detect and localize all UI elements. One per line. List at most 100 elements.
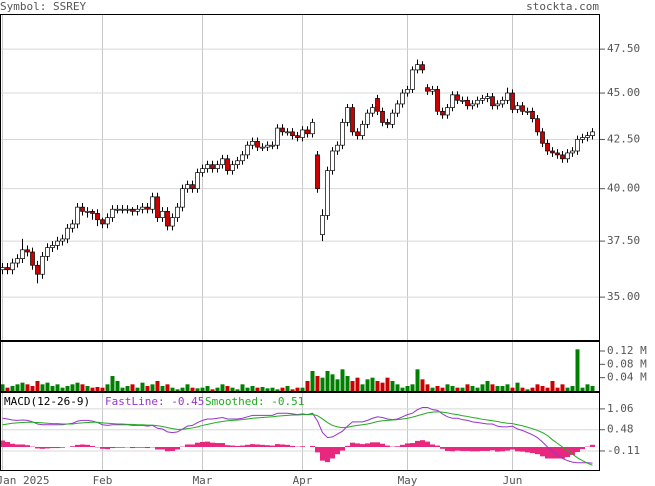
- macd-histogram-bar: [445, 446, 450, 451]
- candle-body: [15, 258, 20, 264]
- macd-histogram-bar: [425, 441, 430, 447]
- volume-bar: [160, 386, 165, 391]
- macd-histogram-bar: [460, 446, 465, 451]
- macd-histogram-bar: [415, 440, 420, 447]
- macd-histogram-bar: [170, 446, 175, 451]
- volume-bar: [115, 381, 120, 391]
- macd-histogram-bar: [365, 443, 370, 447]
- candle-body: [520, 105, 525, 112]
- candle-body: [275, 127, 280, 146]
- volume-bar: [535, 384, 540, 391]
- macd-histogram-bar: [525, 446, 530, 453]
- macd-histogram-bar: [515, 446, 520, 452]
- candle-body: [265, 144, 270, 148]
- candle-body: [225, 158, 230, 171]
- candle-body: [565, 152, 570, 160]
- candle-body: [330, 150, 335, 171]
- candle-body: [210, 164, 215, 169]
- candle-body: [590, 131, 595, 136]
- candle-body: [310, 122, 315, 135]
- y-tick-label: 0.12 M: [607, 344, 647, 357]
- volume-bar: [240, 384, 245, 391]
- site: stockta.com: [526, 0, 599, 13]
- macd-histogram-bar: [565, 446, 570, 458]
- candle-body: [285, 131, 290, 134]
- macd-histogram-bar: [190, 444, 195, 447]
- candle-body: [570, 150, 575, 154]
- volume-bar: [70, 384, 75, 391]
- candle-body: [470, 103, 475, 107]
- volume-bar: [110, 376, 115, 391]
- candle-body: [55, 240, 60, 246]
- candle-body: [365, 112, 370, 125]
- macd-histogram-bar: [345, 445, 350, 447]
- volume-bar: [90, 387, 95, 391]
- macd-histogram-bar: [340, 446, 345, 451]
- volume-bar: [330, 374, 335, 391]
- volume-bar: [105, 384, 110, 391]
- volume-bar: [275, 389, 280, 391]
- volume-bar: [300, 387, 305, 391]
- macd-histogram-bar: [435, 445, 440, 447]
- volume-bar: [75, 382, 80, 391]
- candle-body: [5, 267, 10, 271]
- macd-histogram-bar: [230, 445, 235, 447]
- volume-bar: [380, 382, 385, 391]
- candle-body: [395, 103, 400, 114]
- volume-bar: [180, 387, 185, 391]
- volume-bar: [225, 386, 230, 391]
- volume-bar: [590, 386, 595, 391]
- candle-body: [260, 146, 265, 149]
- macd-histogram-bar: [310, 445, 315, 447]
- volume-bar: [455, 387, 460, 391]
- volume-bar: [555, 387, 560, 391]
- volume-bar: [365, 379, 370, 391]
- volume-bar: [85, 386, 90, 391]
- volume-bar: [95, 387, 100, 391]
- volume-bar: [490, 384, 495, 391]
- macd-histogram-bar: [535, 446, 540, 455]
- candle-body: [205, 164, 210, 169]
- macd-histogram-bar: [350, 442, 355, 447]
- candle-body: [185, 184, 190, 190]
- macd-histogram-bar: [120, 446, 125, 448]
- macd-histogram-bar: [260, 444, 265, 447]
- candle-body: [495, 103, 500, 107]
- macd-histogram-bar: [210, 442, 215, 447]
- macd-histogram-bar: [100, 446, 105, 449]
- candle-body: [435, 89, 440, 112]
- candle-body: [420, 64, 425, 71]
- volume-bar: [245, 387, 250, 391]
- x-tick-label: Mar: [193, 474, 213, 486]
- volume-bar: [215, 387, 220, 391]
- macd-histogram-bar: [25, 445, 30, 447]
- candle-body: [30, 251, 35, 266]
- volume-bar: [130, 384, 135, 391]
- volume-bar: [125, 386, 130, 391]
- y-tick-label: 1.06: [607, 402, 634, 415]
- macd-histogram-bar: [380, 443, 385, 447]
- macd-histogram-bar: [175, 446, 180, 450]
- volume-bar: [410, 384, 415, 391]
- volume-bar: [20, 382, 25, 391]
- candle-body: [50, 245, 55, 248]
- volume-bar: [65, 386, 70, 391]
- candle-body: [120, 208, 125, 211]
- volume-bar: [485, 381, 490, 391]
- candle-body: [175, 206, 180, 218]
- candle-body: [150, 196, 155, 210]
- macd-histogram-bar: [580, 446, 585, 450]
- macd-histogram-bar: [90, 445, 95, 447]
- macd-histogram-bar: [300, 446, 305, 447]
- volume-bar: [520, 387, 525, 391]
- macd-histogram-bar: [80, 444, 85, 447]
- candle-body: [35, 264, 40, 275]
- volume-bar: [360, 384, 365, 391]
- volume-bar: [305, 381, 310, 391]
- volume-bar: [450, 386, 455, 391]
- volume-bar: [10, 386, 15, 391]
- volume-bar: [340, 369, 345, 391]
- y-tick-label: 0.48: [607, 423, 634, 436]
- macd-histogram-bar: [200, 441, 205, 447]
